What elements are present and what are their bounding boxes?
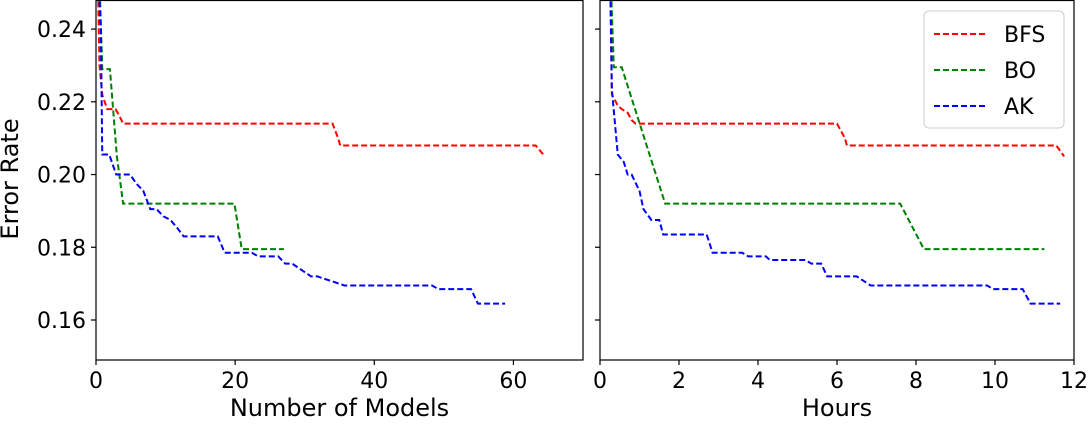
- x-axis-label: Hours: [802, 394, 872, 422]
- legend-label-bfs: BFS: [1004, 23, 1045, 48]
- x-tick-label: 40: [360, 369, 388, 394]
- x-tick-label: 0: [89, 369, 103, 394]
- series-line-bo: [99, 0, 284, 251]
- x-tick-label: 12: [1060, 369, 1088, 394]
- legend-label-ak: AK: [1004, 95, 1034, 120]
- series-line-bo: [610, 0, 1045, 251]
- panel-hours: 0 2 4 6 8 10 12 Hours BFS BO AK: [593, 0, 1088, 422]
- panel-models: 0 20 40 60 0.16 0.18 0.20 0.22 0.24 Number of Mod…: [37, 0, 584, 422]
- legend-label-bo: BO: [1004, 59, 1036, 84]
- x-axis-label: Number of Models: [230, 394, 449, 422]
- x-tick-label: 10: [981, 369, 1009, 394]
- series-line-bfs: [609, 0, 1065, 157]
- y-axis-label: Error Rate: [0, 118, 24, 239]
- legend: BFS BO AK: [923, 10, 1065, 129]
- x-tick-label: 6: [830, 369, 844, 394]
- series-group: [97, 0, 546, 305]
- series-group: [609, 0, 1065, 305]
- y-tick-label: 0.16: [37, 309, 86, 334]
- y-tick-label: 0.18: [37, 236, 86, 261]
- legend-box: [923, 10, 1065, 129]
- y-tick-label: 0.22: [37, 91, 86, 116]
- x-tick-label: 2: [672, 369, 686, 394]
- x-tick-label: 20: [221, 369, 249, 394]
- series-line-bfs: [97, 0, 546, 157]
- x-tick-label: 8: [909, 369, 923, 394]
- y-tick-label: 0.20: [37, 164, 86, 189]
- x-tick-label: 0: [593, 369, 607, 394]
- y-tick-label: 0.24: [37, 18, 86, 43]
- axes-frame: [95, 0, 584, 361]
- series-line-ak: [98, 0, 506, 305]
- x-tick-label: 60: [499, 369, 527, 394]
- x-tick-label: 4: [751, 369, 765, 394]
